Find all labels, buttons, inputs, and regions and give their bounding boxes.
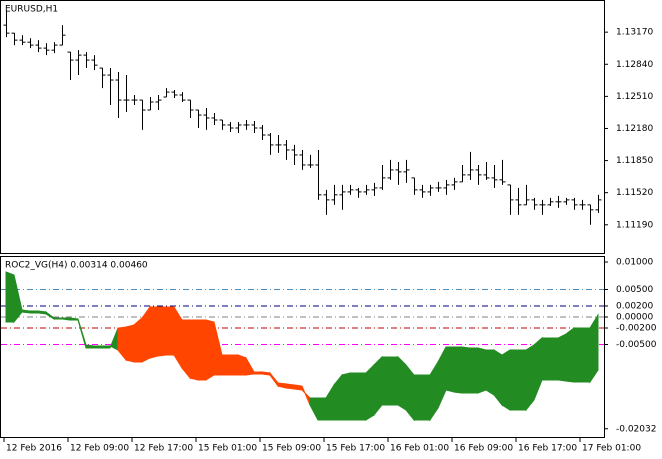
x-tick-label: 15 Feb 01:00 xyxy=(198,444,257,454)
roc-band xyxy=(461,346,471,394)
y-tick-label: 1.11520 xyxy=(616,188,653,198)
roc-band xyxy=(421,374,431,421)
roc-band xyxy=(285,383,295,390)
roc-band xyxy=(85,344,95,349)
roc-band xyxy=(445,346,455,393)
roc-band xyxy=(229,354,239,376)
roc-band xyxy=(133,316,143,363)
x-tick-label: 16 Feb 09:00 xyxy=(454,444,513,454)
y-tick-label: 0.00200 xyxy=(616,302,653,312)
roc-band xyxy=(541,337,551,381)
roc-band xyxy=(365,363,375,421)
y-tick-label: -0.00500 xyxy=(616,340,657,350)
y-tick-label: 0.01000 xyxy=(616,258,653,268)
roc-band xyxy=(189,319,199,381)
roc-band xyxy=(405,363,415,422)
chart-title: EURUSD,H1 xyxy=(5,5,58,15)
y-tick-label: 0.00000 xyxy=(616,313,653,323)
roc-band xyxy=(349,372,359,421)
roc-band xyxy=(181,319,191,380)
roc-band xyxy=(197,319,207,381)
y-tick-label: 1.12840 xyxy=(616,60,653,70)
roc-band xyxy=(357,372,367,421)
roc-band xyxy=(341,372,351,421)
x-tick-label: 16 Feb 17:00 xyxy=(518,444,577,454)
roc-band xyxy=(221,354,231,376)
y-tick-label: 1.12180 xyxy=(616,124,653,134)
y-tick-label: -0.02032 xyxy=(616,424,656,434)
roc-band xyxy=(261,371,271,376)
roc-band xyxy=(125,324,135,363)
roc-band xyxy=(205,319,215,381)
roc-band xyxy=(557,333,567,382)
roc-band xyxy=(509,349,519,411)
roc-band xyxy=(317,397,327,421)
roc-band xyxy=(253,371,263,375)
roc-band xyxy=(469,347,479,394)
roc-band xyxy=(565,327,575,383)
x-tick-label: 17 Feb 01:00 xyxy=(582,444,641,454)
y-tick-label: -0.00200 xyxy=(616,324,657,334)
roc-band xyxy=(157,306,167,357)
roc-band xyxy=(493,349,503,407)
roc-band xyxy=(525,344,535,412)
roc-band xyxy=(165,306,175,356)
roc-band xyxy=(149,306,159,359)
indicator-panel xyxy=(0,256,605,438)
roc-band xyxy=(413,374,423,421)
roc-band xyxy=(589,313,599,384)
roc-band xyxy=(501,349,511,411)
roc-band xyxy=(101,345,111,349)
y-tick-label: 1.13170 xyxy=(616,28,653,38)
roc-band xyxy=(453,346,463,394)
roc-band xyxy=(237,354,247,376)
x-tick-label: 12 Feb 17:00 xyxy=(134,444,193,454)
roc-band xyxy=(37,310,47,315)
roc-band xyxy=(517,349,527,411)
roc-band xyxy=(381,356,391,406)
roc-band xyxy=(373,355,383,417)
roc-band xyxy=(93,345,103,349)
roc-band xyxy=(573,327,583,383)
roc-band xyxy=(293,384,303,391)
x-tick-label: 16 Feb 01:00 xyxy=(390,444,449,454)
y-tick-label: 1.11850 xyxy=(616,156,653,166)
price-panel xyxy=(0,0,605,254)
x-tick-label: 12 Feb 2016 xyxy=(6,444,62,454)
y-tick-label: 0.00500 xyxy=(616,285,653,295)
roc-band xyxy=(477,347,487,394)
roc-band xyxy=(485,349,495,396)
x-tick-label: 15 Feb 09:00 xyxy=(262,444,321,454)
x-tick-label: 12 Feb 09:00 xyxy=(70,444,129,454)
roc-band xyxy=(581,327,591,383)
y-tick-label: 1.12510 xyxy=(616,92,653,102)
roc-band xyxy=(397,355,407,411)
indicator-title: ROC2_VG(H4) 0.00314 0.00460 xyxy=(5,261,148,271)
x-tick-label: 15 Feb 17:00 xyxy=(326,444,385,454)
roc-band xyxy=(53,317,63,320)
roc-band xyxy=(5,271,15,323)
roc-band xyxy=(549,337,559,381)
y-tick-label: 1.11190 xyxy=(616,220,653,230)
roc-band xyxy=(389,356,399,406)
roc-band xyxy=(21,309,31,314)
roc-band xyxy=(29,310,39,314)
